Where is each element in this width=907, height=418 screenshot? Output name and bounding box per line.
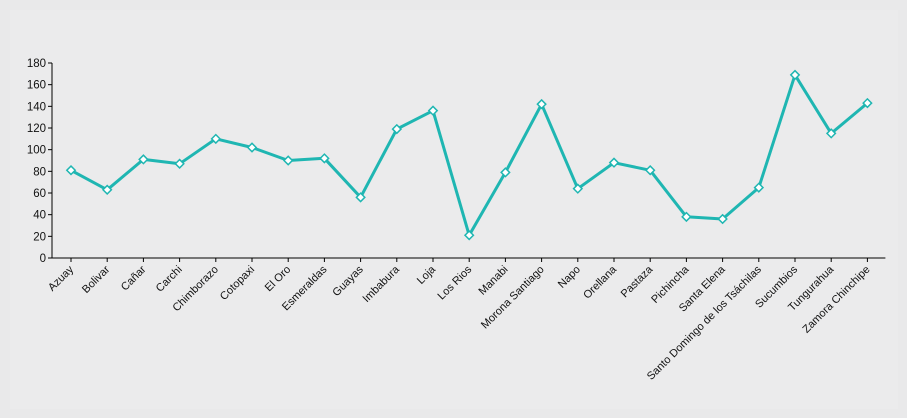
- data-point-marker: [138, 154, 149, 165]
- y-tick-label: 180: [27, 58, 46, 70]
- x-tick-label: Pastaza: [619, 263, 656, 300]
- y-tick-label: 140: [27, 101, 46, 113]
- data-point-marker: [427, 105, 439, 116]
- x-tick-label: Los Rios: [436, 263, 475, 302]
- y-tick-label: 100: [27, 145, 46, 157]
- data-point-marker: [753, 182, 765, 193]
- data-point-marker: [101, 184, 113, 196]
- x-tick-label: Morona Santiago: [479, 264, 547, 332]
- x-tick-label: Manabi: [477, 264, 511, 298]
- x-tick-label: Orellana: [581, 263, 620, 302]
- data-point-marker: [608, 157, 620, 168]
- data-point-marker: [463, 229, 475, 241]
- data-point-marker: [717, 213, 728, 225]
- x-tick-label: Imbabura: [361, 263, 403, 305]
- x-axis-labels: Azuay Bolivar Cañar CarchiChimborazoCotopax…: [46, 258, 873, 383]
- x-tick-label: Bolivar: [80, 263, 112, 295]
- x-tick-label: Guayas: [330, 263, 366, 299]
- data-point-marker: [500, 167, 511, 178]
- data-point-marker: [391, 123, 403, 135]
- x-tick-label: Napo: [556, 264, 583, 291]
- data-point-marker: [681, 211, 692, 223]
- y-tick-label: 40: [33, 210, 46, 222]
- data-point-marker: [210, 133, 222, 145]
- series-line: [69, 73, 869, 237]
- data-point-marker: [536, 98, 547, 110]
- y-tick-label: 60: [33, 188, 46, 200]
- x-tick-label: Cotopaxi: [218, 264, 257, 303]
- series-layer: [69, 73, 869, 237]
- x-tick-label: Cañar: [119, 263, 149, 293]
- y-tick-label: 80: [33, 166, 46, 178]
- chart-panel: 0 20 40 60 80 100 120 140 160 180 Azuay Bolivar Cañ…: [10, 10, 898, 409]
- data-point-marker: [862, 97, 873, 109]
- x-tick-label: Loja: [415, 263, 439, 287]
- line-chart: 0 20 40 60 80 100 120 140 160 180 Azuay Bolivar Cañ…: [27, 58, 886, 383]
- y-tick-label: 20: [33, 231, 46, 243]
- y-tick-label: 160: [27, 80, 46, 92]
- x-tick-label: El Oro: [263, 264, 294, 295]
- data-point-marker: [355, 192, 366, 203]
- data-point-marker: [65, 164, 77, 176]
- data-point-marker: [789, 69, 801, 81]
- marker-layer: [65, 69, 873, 241]
- y-tick-label: 120: [27, 123, 46, 135]
- x-tick-label: Azuay: [46, 263, 76, 293]
- data-point-marker: [174, 158, 185, 170]
- data-point-marker: [572, 183, 584, 194]
- data-point-marker: [246, 142, 258, 153]
- x-tick-label: Carchi: [154, 264, 185, 295]
- y-axis-ticks: 0 20 40 60 80 100 120 140 160 180: [27, 58, 52, 265]
- data-point-marker: [282, 155, 294, 166]
- data-point-marker: [644, 164, 656, 176]
- x-tick-label: Zamora Chinchipe: [800, 264, 872, 336]
- y-tick-label: 0: [40, 253, 46, 265]
- data-point-marker: [825, 128, 837, 139]
- data-point-marker: [319, 153, 330, 164]
